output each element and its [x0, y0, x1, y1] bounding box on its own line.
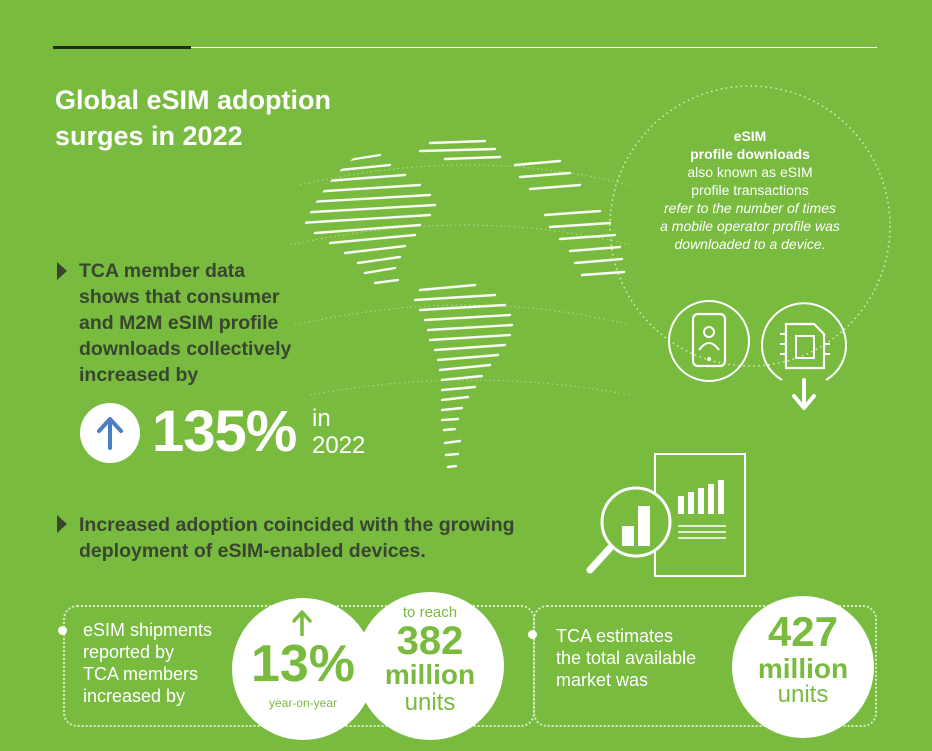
bullet-2-text: Increased adoption coincided with the gr…: [79, 512, 599, 564]
market-unit-2: units: [777, 681, 829, 708]
bullet-1-line: and M2M eSIM profile: [79, 312, 279, 334]
definition-term-2: profile downloads: [690, 146, 810, 162]
title-line-1: Global eSIM adoption: [55, 85, 331, 115]
shipments-line: reported by: [83, 642, 175, 662]
shipments-reach-unit-1: million: [384, 659, 476, 690]
market-box: [533, 605, 877, 727]
shipments-reach-value: 382: [396, 619, 464, 663]
market-value: 427: [767, 608, 839, 655]
shipments-growth-circle: 13% year-on-year: [232, 598, 374, 740]
sim-download-icon: [761, 302, 847, 410]
up-arrow-icon: [292, 610, 312, 636]
shipments-line: eSIM shipments: [83, 620, 213, 640]
definition-circle: [609, 85, 891, 367]
definition-desc-3: downloaded to a device.: [674, 236, 826, 252]
up-arrow-icon: [97, 417, 123, 450]
bullet-marker-2: [57, 515, 67, 533]
shipments-dot: [58, 626, 67, 635]
definition-term-1: eSIM: [733, 128, 767, 144]
shipments-line: increased by: [83, 686, 186, 706]
shipments-text: eSIM shipments reported by TCA members i…: [83, 619, 243, 707]
market-dot: [528, 630, 537, 639]
bullet-2-line-1: Increased adoption coincided with the gr…: [79, 514, 515, 536]
shipments-growth-caption: year-on-year: [268, 696, 338, 710]
page-title: Global eSIM adoption surges in 2022: [55, 82, 455, 154]
bullet-1-line: TCA member data: [79, 260, 246, 282]
market-line: market was: [556, 670, 649, 690]
header-rule: [191, 47, 877, 48]
magnifier-chart-icon: [586, 453, 746, 577]
definition-aka-2: profile transactions: [691, 182, 809, 198]
header-rule-accent: [53, 46, 191, 49]
definition-desc-1: refer to the number of times: [664, 200, 836, 216]
globe-illustration: [289, 139, 630, 469]
shipments-growth-value: 13%: [250, 635, 356, 693]
shipments-line: TCA members: [83, 664, 199, 684]
market-unit-1: million: [757, 653, 849, 684]
market-total-circle: 427 million units: [732, 596, 874, 738]
bullet-1-line: shows that consumer: [79, 286, 280, 308]
definition-text: eSIM profile downloads also known as eSI…: [630, 127, 870, 253]
bullet-1-text: TCA member data shows that consumer and …: [79, 258, 349, 388]
market-line: TCA estimates: [556, 626, 674, 646]
title-line-2: surges in 2022: [55, 121, 243, 151]
growth-value: 135%: [152, 399, 297, 464]
definition-desc-2: a mobile operator profile was: [660, 218, 840, 234]
growth-period: in 2022: [312, 405, 365, 459]
bullet-marker-1: [57, 262, 67, 280]
market-text: TCA estimates the total available market…: [556, 625, 731, 691]
definition-aka-1: also known as eSIM: [687, 164, 813, 180]
bullet-1-line: downloads collectively: [79, 338, 292, 360]
market-line: the total available: [556, 648, 697, 668]
bullet-2-line-2: deployment of eSIM-enabled devices.: [79, 540, 426, 562]
growth-year: 2022: [312, 432, 366, 459]
growth-in-label: in: [312, 405, 331, 432]
shipments-reach-unit-2: units: [404, 689, 456, 716]
shipments-reach-label: to reach: [402, 604, 458, 621]
bullet-1-line: increased by: [79, 364, 199, 386]
growth-arrow-badge: [80, 403, 140, 463]
shipments-total-circle: to reach 382 million units: [356, 592, 504, 740]
phone-person-icon: [668, 300, 750, 382]
